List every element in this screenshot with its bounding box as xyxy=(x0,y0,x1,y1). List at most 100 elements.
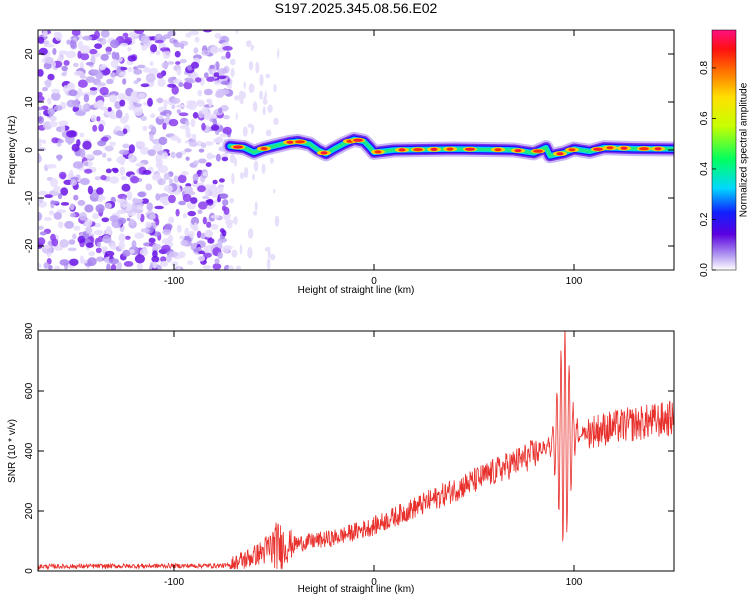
noise-blob xyxy=(184,148,192,153)
noise-blob xyxy=(181,171,189,176)
noise-blob xyxy=(168,118,179,127)
colorbar-gradient xyxy=(711,29,737,271)
noise-blob xyxy=(142,169,152,175)
hotspot-core xyxy=(295,140,305,144)
noise-blob xyxy=(135,162,145,167)
noise-blob xyxy=(38,95,45,102)
noise-blob xyxy=(213,80,222,85)
noise-blob xyxy=(104,145,114,152)
noise-blob xyxy=(96,256,104,262)
noise-blob xyxy=(75,110,86,116)
noise-blob xyxy=(171,97,181,104)
faint-noise-blob xyxy=(247,228,254,239)
noise-blob xyxy=(43,262,49,269)
faint-noise-blob xyxy=(243,167,249,179)
noise-blob xyxy=(54,265,61,270)
noise-blob xyxy=(217,240,223,249)
noise-blob xyxy=(197,201,208,210)
noise-blob xyxy=(167,83,177,88)
noise-blob xyxy=(79,75,87,79)
noise-blob xyxy=(203,252,212,258)
noise-blob xyxy=(38,190,48,196)
noise-blob xyxy=(57,193,63,200)
noise-blob xyxy=(118,241,125,250)
noise-blob xyxy=(79,132,85,138)
noise-blob xyxy=(190,61,200,69)
noise-blob xyxy=(206,76,215,82)
faint-noise-blob xyxy=(259,90,264,100)
noise-blob xyxy=(68,89,78,97)
noise-blob xyxy=(118,233,126,243)
hotspot-core xyxy=(556,152,564,156)
noise-blob xyxy=(79,148,86,158)
noise-blob xyxy=(67,247,77,252)
noise-blob xyxy=(218,67,226,76)
noise-blob xyxy=(104,202,112,209)
noise-blob xyxy=(227,84,233,89)
noise-blob xyxy=(66,83,74,90)
noise-blob xyxy=(63,179,73,185)
faint-noise-blob xyxy=(229,198,235,204)
noise-blob xyxy=(77,79,88,88)
noise-blob xyxy=(185,156,190,161)
noise-blob xyxy=(133,103,143,108)
noise-blob xyxy=(107,107,112,112)
noise-blob xyxy=(175,152,183,159)
hotspot-core xyxy=(533,149,543,153)
noise-blob xyxy=(97,197,104,203)
noise-blob xyxy=(118,149,129,155)
noise-blob xyxy=(163,185,173,192)
hotspot-core xyxy=(374,150,382,154)
noise-blob xyxy=(156,72,164,79)
noise-blob xyxy=(161,152,169,160)
noise-blob xyxy=(92,124,98,132)
noise-blob xyxy=(201,49,210,56)
noise-blob xyxy=(116,156,126,164)
noise-blob xyxy=(94,43,103,49)
faint-noise-blob xyxy=(252,173,255,181)
noise-blob xyxy=(141,198,149,205)
noise-blob xyxy=(69,170,74,177)
noise-blob xyxy=(109,141,116,147)
faint-noise-blob xyxy=(229,58,236,66)
noise-blob xyxy=(197,255,206,262)
noise-blob xyxy=(122,78,127,85)
noise-blob xyxy=(173,175,179,183)
noise-blob xyxy=(213,72,220,78)
x-tick-label: 100 xyxy=(566,276,583,287)
faint-noise-blob xyxy=(243,81,246,89)
noise-blob xyxy=(171,85,179,95)
noise-blob xyxy=(215,153,221,162)
noise-blob xyxy=(139,248,149,257)
noise-blob xyxy=(220,133,228,138)
noise-blob xyxy=(66,39,71,45)
noise-blob xyxy=(217,251,223,259)
y-tick-label: -20 xyxy=(24,238,35,253)
noise-blob xyxy=(183,81,193,90)
noise-blob xyxy=(205,230,212,238)
noise-blob xyxy=(106,263,111,270)
noise-blob xyxy=(214,258,220,264)
noise-blob xyxy=(73,70,84,77)
noise-blob xyxy=(187,210,196,217)
noise-blob xyxy=(72,106,80,113)
snr-ylabel: SNR (10 * v/v) xyxy=(7,419,18,483)
noise-blob xyxy=(47,73,55,81)
hotspot-core xyxy=(514,149,522,153)
noise-blob xyxy=(61,65,68,72)
noise-blob xyxy=(109,176,120,184)
noise-blob xyxy=(182,185,193,194)
noise-blob xyxy=(38,153,41,163)
noise-blob xyxy=(219,228,225,234)
noise-blob xyxy=(85,226,93,234)
noise-blob xyxy=(171,261,179,267)
noise-blob xyxy=(222,245,230,254)
y-tick-label: 400 xyxy=(24,442,35,459)
noise-blob xyxy=(51,92,61,101)
noise-blob xyxy=(88,251,96,257)
faint-noise-blob xyxy=(248,60,254,71)
faint-noise-blob xyxy=(267,104,273,113)
noise-blob xyxy=(70,40,77,49)
noise-blob xyxy=(109,114,118,120)
